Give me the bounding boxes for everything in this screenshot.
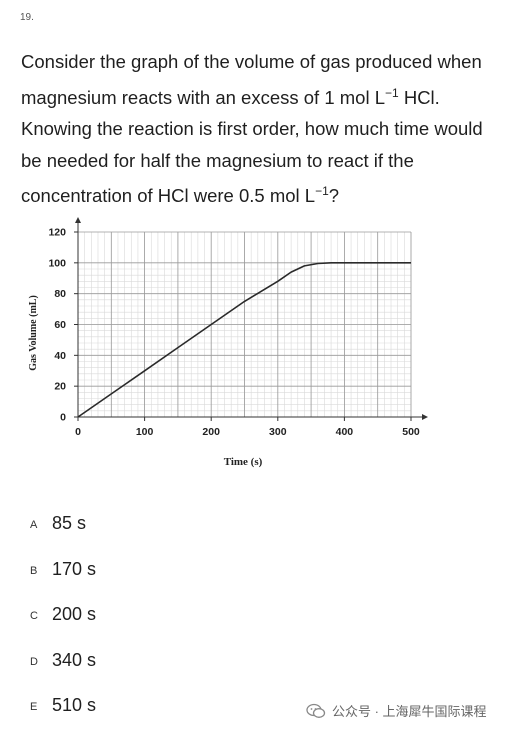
choice-text: 200 s — [52, 604, 97, 624]
y-axis-label: Gas Volume (mL) — [28, 295, 39, 371]
y-tick-label: 20 — [54, 381, 66, 393]
question-line-5: concentration of HCl were 0.5 mol L−1? — [21, 176, 521, 212]
choice-letter: A — [30, 519, 38, 531]
y-tick-label: 60 — [54, 319, 66, 331]
question-line-5-text: concentration of HCl were 0.5 mol L — [21, 185, 316, 207]
watermark-text: 公众号 · 上海犀牛国际课程 — [332, 704, 487, 719]
watermark: 公众号 · 上海犀牛国际课程 — [306, 701, 487, 720]
choice-text: 510 s — [52, 695, 97, 715]
major-grid — [77, 231, 412, 418]
y-tick-label: 120 — [48, 227, 66, 239]
x-tick-label: 100 — [136, 426, 154, 438]
question-line-5-end: ? — [328, 185, 340, 207]
y-tick-label: 100 — [48, 257, 66, 269]
gas-volume-chart: 0 100 200 300 400 500 0 20 40 60 80 100 120 Time (s)… — [28, 217, 428, 468]
question-number: 19. — [20, 12, 34, 23]
question-line-2-text: magnesium reacts with an excess of 1 mol… — [21, 86, 385, 108]
y-tick-label: 0 — [60, 412, 66, 424]
x-tick-label: 200 — [202, 426, 220, 438]
y-axis-arrow — [75, 217, 81, 223]
choice-letter: C — [30, 610, 38, 622]
unit-exponent: −1 — [385, 85, 399, 100]
choice-text: 85 s — [52, 513, 87, 533]
question-line-1: Consider the graph of the volume of gas … — [21, 51, 482, 72]
x-tick-label: 500 — [402, 426, 420, 438]
choice-letter: D — [30, 656, 38, 668]
x-tick-label: 400 — [336, 426, 354, 438]
x-axis-label: Time (s) — [224, 456, 263, 468]
question-line-2-end: HCl. — [398, 86, 440, 108]
choice-text: 170 s — [52, 559, 97, 579]
y-tick-label: 80 — [54, 288, 66, 300]
y-tick-label: 40 — [54, 350, 66, 362]
question-text: Consider the graph of the volume of gas … — [21, 46, 521, 212]
question-line-2: magnesium reacts with an excess of 1 mol… — [21, 78, 521, 114]
question-line-3: Knowing the reaction is first order, how… — [21, 118, 483, 140]
wechat-icon — [306, 703, 326, 718]
ticks: 0 100 200 300 400 500 0 20 40 60 80 100 120 — [48, 227, 419, 439]
series-group — [77, 261, 411, 418]
x-tick-label: 0 — [75, 426, 81, 438]
unit-exponent: −1 — [315, 184, 329, 199]
x-axis-arrow — [422, 414, 428, 420]
x-tick-label: 300 — [269, 426, 287, 438]
choice-letter: B — [30, 565, 38, 577]
series-line — [77, 261, 411, 418]
axes — [75, 217, 428, 420]
choice-text: 340 s — [52, 650, 97, 670]
choice-letter: E — [30, 701, 38, 713]
question-line-4: be needed for half the magnesium to reac… — [21, 149, 414, 171]
